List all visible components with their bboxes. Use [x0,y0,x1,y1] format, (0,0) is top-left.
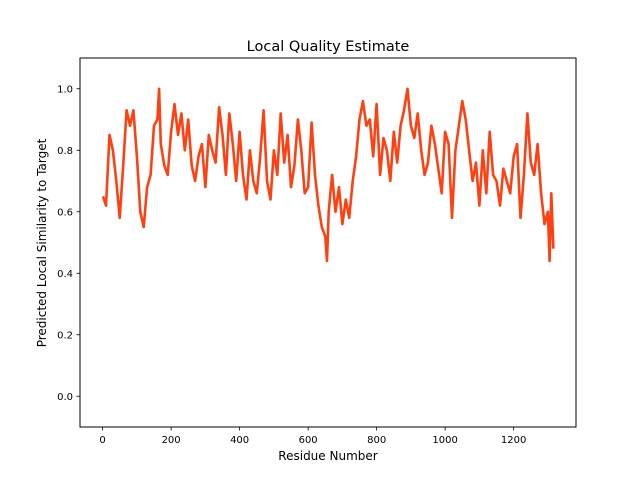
y-axis-label: Predicted Local Similarity to Target [35,138,49,347]
x-tick-label: 200 [162,435,181,446]
y-tick-label: 0.4 [57,269,73,280]
y-tick-label: 1.0 [57,84,73,95]
x-tick-label: 0 [99,435,105,446]
chart-title: Local Quality Estimate [247,39,410,55]
y-tick-label: 0.2 [57,330,73,341]
x-axis-label: Residue Number [278,449,377,463]
x-tick-label: 800 [367,435,386,446]
y-tick-label: 0.6 [57,207,73,218]
x-tick-label: 1000 [432,435,457,446]
x-tick-label: 400 [230,435,249,446]
x-tick-label: 1200 [501,435,526,446]
x-tick-label: 600 [299,435,318,446]
y-tick-label: 0.8 [57,146,73,157]
y-tick-label: 0.0 [57,392,73,403]
